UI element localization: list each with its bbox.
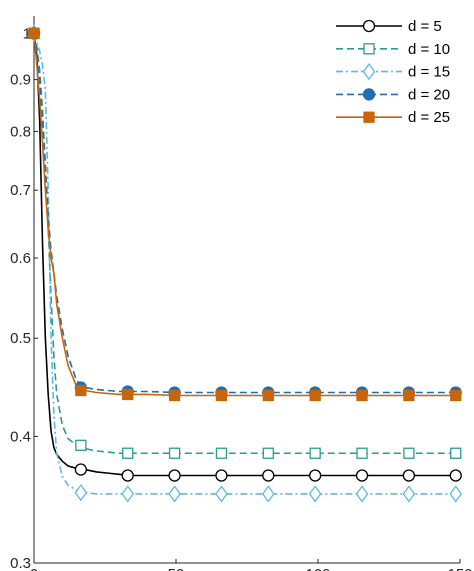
legend-label-1: d = 5 bbox=[408, 18, 442, 35]
series-2-point bbox=[450, 447, 462, 459]
series-line-4 bbox=[33, 33, 460, 394]
series-5-point bbox=[122, 388, 134, 401]
series-3-point bbox=[215, 485, 228, 503]
series-2-point bbox=[309, 447, 321, 459]
x-tick-label: 100 bbox=[305, 566, 330, 571]
series-3-point bbox=[121, 485, 135, 503]
legend-marker-4 bbox=[362, 88, 376, 101]
legend-marker-5 bbox=[363, 111, 375, 123]
legend-marker-1 bbox=[362, 19, 376, 33]
series-1-point bbox=[215, 469, 228, 482]
x-axis-ticks: 0 50 100 150 bbox=[30, 559, 473, 571]
series-1-point bbox=[121, 469, 134, 482]
series-line-1 bbox=[33, 33, 460, 477]
y-tick-label: 0.3 bbox=[10, 555, 31, 571]
series-1-point bbox=[74, 463, 88, 476]
series-line-5 bbox=[33, 33, 460, 397]
x-tick-label: 50 bbox=[168, 566, 185, 571]
series-2-point bbox=[215, 447, 228, 459]
series-2-point bbox=[262, 447, 274, 459]
series-5-point bbox=[215, 389, 228, 402]
series-3-point bbox=[261, 485, 275, 503]
series-markers bbox=[27, 24, 463, 503]
legend-marker-2 bbox=[363, 43, 375, 55]
y-tick-label: 0.4 bbox=[10, 428, 31, 445]
series-1-point bbox=[355, 469, 369, 482]
series-3-point bbox=[402, 485, 416, 503]
series-2-point bbox=[403, 447, 415, 459]
series-1-point bbox=[402, 469, 416, 482]
series-5-point bbox=[356, 389, 368, 402]
y-tick-label: 0.7 bbox=[10, 182, 31, 199]
series-1-point bbox=[262, 469, 275, 482]
series-2-point bbox=[168, 447, 181, 459]
legend: d = 5 d = 10 d = 15 d = 20 d = 25 bbox=[336, 18, 450, 126]
series-5-point bbox=[403, 389, 415, 402]
legend-label-4: d = 20 bbox=[408, 86, 450, 103]
y-tick-label: 0.9 bbox=[10, 72, 31, 89]
series-line-3 bbox=[33, 33, 460, 495]
legend-label-5: d = 25 bbox=[408, 109, 450, 126]
series-3-point bbox=[308, 485, 322, 503]
series-5-point bbox=[75, 384, 87, 397]
series-2-point bbox=[356, 447, 368, 459]
series-5-point bbox=[168, 389, 181, 402]
series-1-point bbox=[449, 469, 462, 482]
series-3-point bbox=[449, 485, 463, 503]
series-lines bbox=[33, 33, 460, 495]
series-5-point bbox=[262, 389, 274, 402]
series-2-point bbox=[75, 439, 87, 451]
series-5-point bbox=[309, 389, 321, 402]
y-axis-ticks: 0.3 0.4 0.5 0.6 0.7 0.8 0.9 1 bbox=[10, 25, 38, 571]
y-tick-label: 0.8 bbox=[10, 123, 31, 140]
series-1-point bbox=[168, 469, 181, 482]
y-tick-label: 0.5 bbox=[10, 330, 31, 347]
plot-area: 0.3 0.4 0.5 0.6 0.7 0.8 0.9 1 0 50 100 150 bbox=[10, 16, 473, 571]
series-3-point bbox=[168, 485, 181, 503]
x-tick-label: 150 bbox=[447, 566, 472, 571]
legend-label-3: d = 15 bbox=[408, 64, 450, 81]
legend-label-2: d = 10 bbox=[408, 41, 450, 58]
legend-marker-3 bbox=[362, 63, 376, 81]
series-2-point bbox=[122, 447, 134, 459]
series-3-point bbox=[74, 484, 88, 502]
series-1-point bbox=[309, 469, 322, 482]
series-5-point bbox=[28, 27, 40, 39]
y-tick-label: 1 bbox=[23, 25, 31, 42]
x-tick-label: 0 bbox=[30, 566, 38, 571]
series-5-point bbox=[450, 389, 462, 402]
series-3-point bbox=[355, 485, 369, 503]
y-tick-label: 0.6 bbox=[10, 250, 31, 267]
